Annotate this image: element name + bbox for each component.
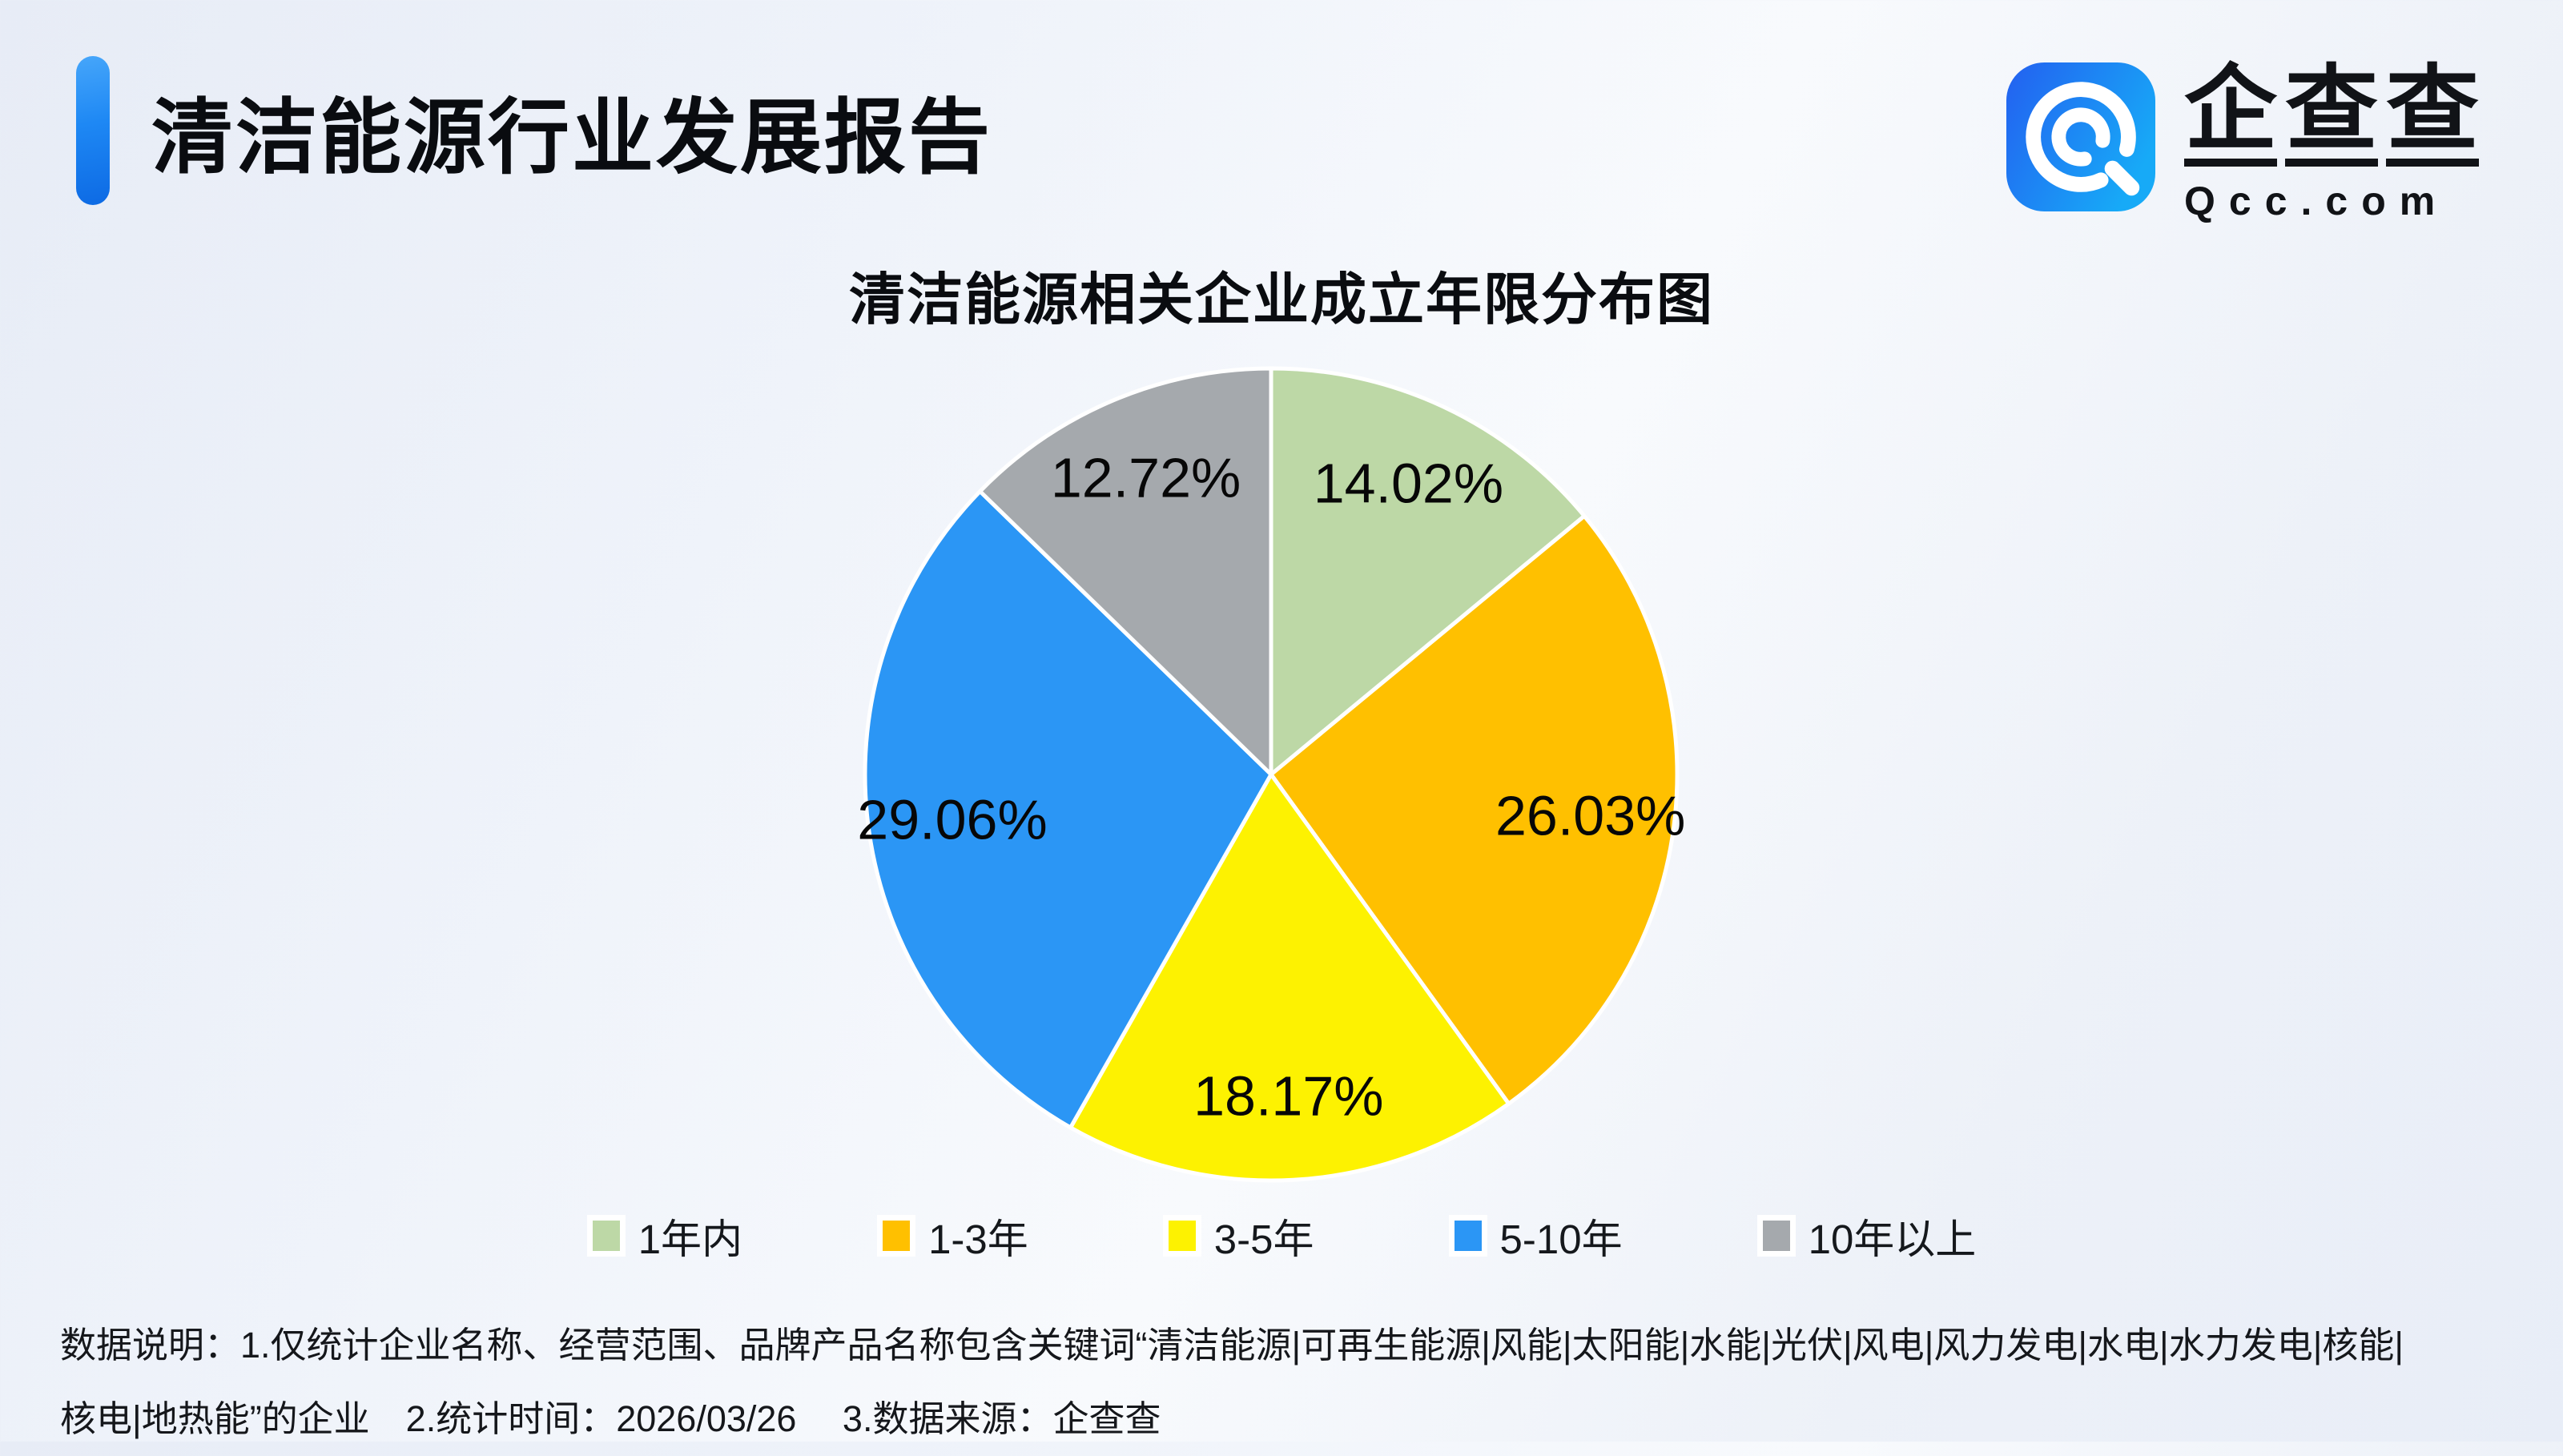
legend-label: 10年以上	[1808, 1217, 1977, 1262]
pie-label-1年内: 14.02%	[1314, 452, 1503, 514]
qcc-logo-text: 企查查 Qcc.com	[2184, 62, 2479, 224]
pie-slice-1年内	[1269, 366, 1587, 777]
legend-item-5-10年: 5-10年	[1448, 1206, 1623, 1265]
pie-label-10年以上: 12.72%	[1051, 447, 1241, 509]
qcc-logo-char: 查	[2386, 62, 2479, 167]
chart-title: 清洁能源相关企业成立年限分布图	[849, 268, 1714, 331]
pie-label-1-3年: 26.03%	[1495, 784, 1685, 847]
pie-label-3-5年: 18.17%	[1193, 1064, 1383, 1127]
pie-slice-3-5年	[1068, 772, 1511, 1183]
pie-slice-5-10年	[863, 489, 1273, 1130]
legend-swatch	[1448, 1215, 1487, 1257]
qcc-logo-char: 查	[2285, 62, 2378, 167]
legend-label: 1-3年	[928, 1217, 1028, 1262]
legend-swatch	[877, 1215, 916, 1257]
pie-label-5-10年: 29.06%	[857, 789, 1047, 851]
data-notes-line2: 核电|地热能”的企业 2.统计时间：2026/03/26 3.数据来源：企查查	[60, 1398, 1161, 1439]
qcc-logo-domain: Qcc.com	[2184, 179, 2449, 223]
legend-swatch	[1756, 1215, 1796, 1257]
data-notes: 数据说明：1.仅统计企业名称、经营范围、品牌产品名称包含关键词“清洁能源|可再生…	[60, 1309, 2527, 1456]
data-notes-line1: 数据说明：1.仅统计企业名称、经营范围、品牌产品名称包含关键词“清洁能源|可再生…	[60, 1325, 2404, 1366]
qcc-logo-icon	[2006, 62, 2155, 211]
accent-bar	[76, 56, 110, 205]
qcc-logo-name: 企查查	[2184, 62, 2479, 167]
legend-item-1年内: 1年内	[586, 1206, 743, 1265]
pie-slice-10年以上	[978, 366, 1273, 777]
pie-chart-area: 14.02% 26.03% 18.17% 29.06% 12.72%	[831, 334, 1712, 1215]
legend-swatch	[1162, 1215, 1201, 1257]
legend-swatch	[586, 1215, 626, 1257]
legend-label: 1年内	[638, 1217, 743, 1262]
qcc-logo: 企查查 Qcc.com	[2006, 62, 2479, 224]
legend-item-3-5年: 3-5年	[1162, 1206, 1314, 1265]
page-title: 清洁能源行业发展报告	[151, 91, 992, 183]
pie-slice-1-3年	[1269, 513, 1680, 1106]
legend-item-10年以上: 10年以上	[1756, 1206, 1977, 1265]
pie-chart: 14.02% 26.03% 18.17% 29.06% 12.72%	[857, 366, 1685, 1183]
legend-label: 3-5年	[1213, 1217, 1314, 1262]
qcc-logo-char: 企	[2184, 62, 2277, 167]
report-header: 清洁能源行业发展报告	[76, 56, 992, 205]
chart-legend: 1年内 1-3年 3-5年 5-10年 10年以上	[0, 1206, 2563, 1265]
legend-item-1-3年: 1-3年	[877, 1206, 1028, 1265]
legend-label: 5-10年	[1499, 1217, 1623, 1262]
